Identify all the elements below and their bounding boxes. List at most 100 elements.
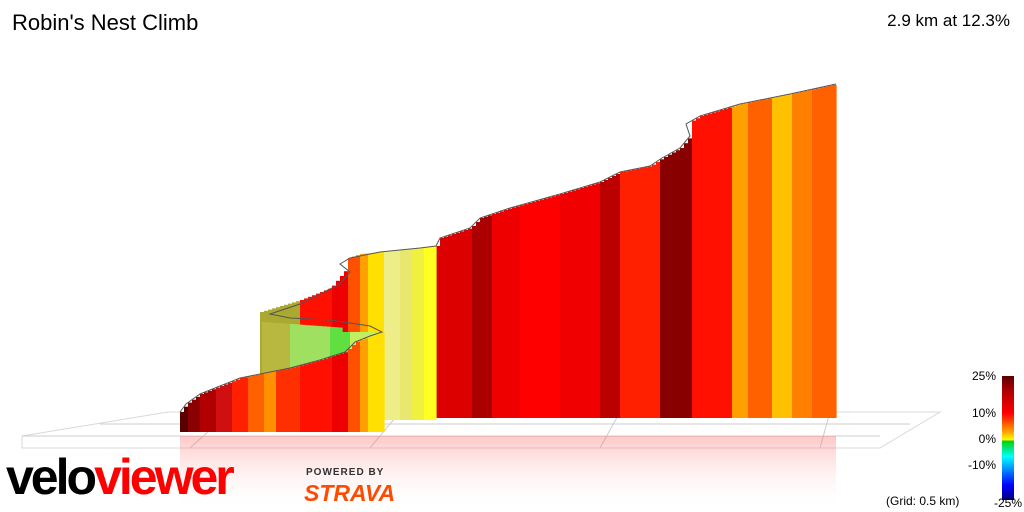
legend-tick-0: 0% — [978, 432, 996, 446]
gradient-strip — [320, 360, 325, 432]
gradient-wall — [260, 84, 837, 420]
gradient-strip — [776, 96, 781, 419]
gradient-strip — [180, 412, 185, 432]
gradient-strip — [712, 112, 717, 419]
gradient-strip — [628, 170, 633, 418]
gradient-strip — [516, 206, 521, 418]
gradient-strip — [400, 250, 405, 420]
gradient-strip — [672, 152, 677, 418]
gradient-strip — [792, 93, 797, 418]
gradient-strip — [524, 204, 529, 418]
gradient-strip — [544, 198, 549, 418]
gradient-strip — [304, 364, 309, 432]
gradient-strip — [340, 353, 345, 432]
gradient-strip — [472, 226, 477, 418]
gradient-strip — [744, 103, 749, 418]
page-title: Robin's Nest Climb — [12, 10, 199, 35]
gradient-strip — [716, 111, 721, 418]
gradient-strip — [404, 249, 409, 420]
gradient-strip — [520, 205, 525, 418]
gradient-strip — [560, 194, 565, 418]
gradient-strip — [440, 238, 445, 418]
gradient-strip — [660, 159, 665, 419]
gradient-strip — [344, 352, 349, 432]
gradient-strip — [416, 248, 421, 420]
gradient-strip — [460, 231, 465, 418]
gradient-strip — [316, 361, 321, 432]
gradient-strip — [188, 402, 193, 432]
gradient-strip — [620, 172, 625, 418]
gradient-strip — [644, 167, 649, 418]
gradient-strip — [432, 246, 437, 420]
gradient-strip — [280, 370, 285, 432]
gradient-strip — [588, 185, 593, 418]
strava-logo[interactable]: STRAVA — [304, 480, 396, 506]
gradient-strip — [368, 336, 373, 432]
gradient-strip — [288, 368, 293, 432]
veloviewer-logo[interactable]: veloviewer — [6, 452, 235, 502]
gradient-strip — [200, 394, 205, 432]
gradient-strip — [208, 390, 213, 432]
gradient-strip — [528, 202, 533, 418]
gradient-strip — [508, 208, 513, 418]
gradient-strip — [276, 370, 281, 432]
gradient-strip — [260, 374, 265, 432]
gradient-strip — [252, 375, 257, 432]
legend-tick-minus25: -25% — [993, 496, 1022, 510]
gradient-strip — [784, 95, 789, 418]
gradient-strip — [780, 96, 785, 418]
gradient-strip — [236, 379, 241, 432]
gradient-strip — [232, 381, 237, 432]
gradient-strip — [356, 341, 361, 432]
gradient-strip — [420, 247, 425, 420]
gradient-strip — [612, 176, 617, 418]
gradient-strip — [452, 234, 457, 418]
gradient-strip — [396, 250, 401, 420]
gradient-strip — [348, 349, 353, 432]
gradient-strip — [804, 90, 809, 419]
gradient-strip — [736, 105, 741, 418]
gradient-strip — [824, 86, 829, 418]
inner-curve — [180, 322, 385, 432]
gradient-strip — [596, 183, 601, 418]
gradient-strip — [500, 211, 505, 418]
gradient-strip — [444, 236, 449, 418]
gradient-strip — [748, 102, 753, 419]
gradient-strip — [372, 335, 377, 432]
gradient-strip — [616, 174, 621, 418]
gradient-strip — [488, 215, 493, 418]
gradient-strip — [640, 168, 645, 418]
gradient-strip — [392, 250, 397, 420]
gradient-strip — [636, 168, 641, 418]
gradient-strip — [576, 189, 581, 418]
gradient-strip — [684, 143, 689, 418]
gradient-strip — [448, 235, 453, 418]
gradient-strip — [332, 356, 337, 432]
gradient-strip — [224, 384, 229, 432]
gradient-strip — [504, 210, 509, 418]
gradient-strip — [592, 184, 597, 418]
gradient-strip — [600, 182, 605, 418]
gradient-strip — [816, 88, 821, 418]
gradient-strip — [228, 382, 233, 432]
gradient-strip — [268, 372, 273, 432]
gradient-strip — [652, 164, 657, 418]
gradient-strip — [664, 156, 669, 418]
gradient-strip — [756, 100, 761, 419]
gradient-strip — [456, 232, 461, 418]
gradient-strip — [428, 246, 433, 420]
gradient-strip — [336, 354, 341, 432]
gradient-strip — [484, 216, 489, 418]
gradient-strip — [308, 363, 313, 432]
gradient-strip — [708, 113, 713, 418]
gradient-strip — [204, 392, 209, 432]
gradient-strip — [680, 148, 685, 418]
climb-summary: 2.9 km at 12.3% — [887, 11, 1010, 30]
gradient-strip — [724, 108, 729, 419]
gradient-strip — [436, 246, 441, 418]
gradient-strip — [696, 118, 701, 419]
gradient-strip — [376, 334, 381, 432]
gradient-strip — [768, 98, 773, 419]
gradient-strip — [388, 251, 393, 420]
gradient-strip — [352, 345, 357, 432]
